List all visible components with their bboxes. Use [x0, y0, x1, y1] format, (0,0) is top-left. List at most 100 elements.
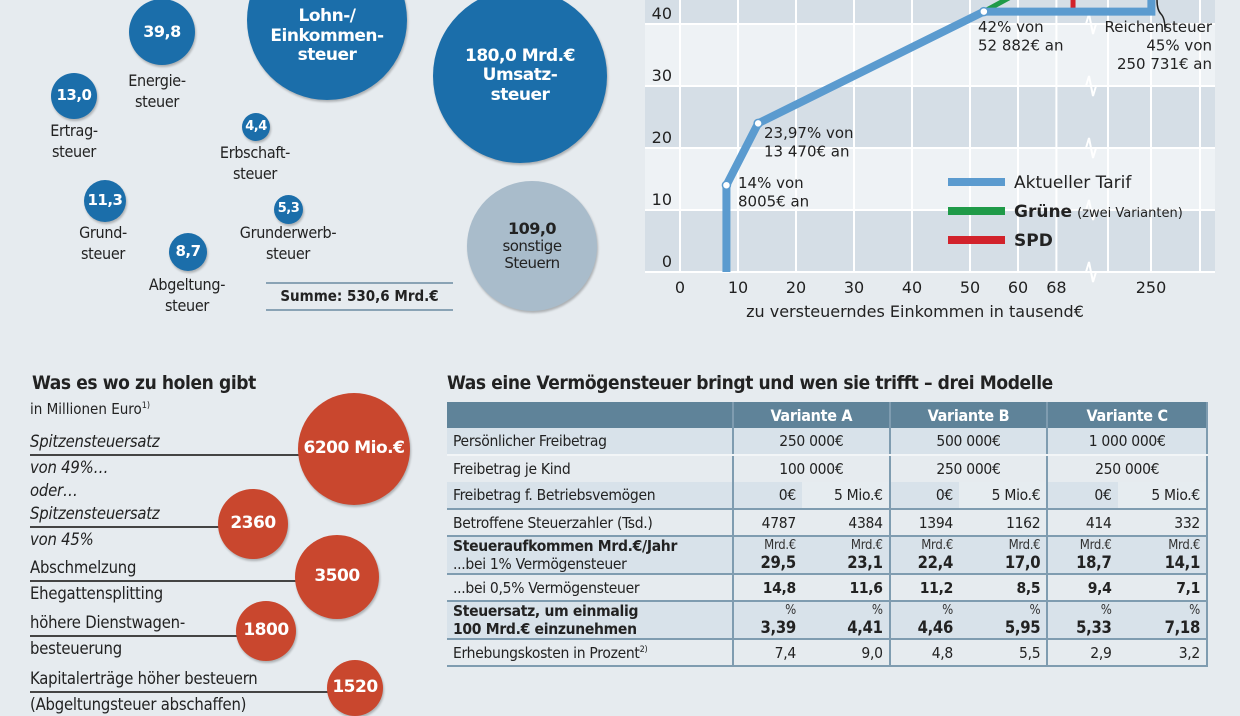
sum-total: Summe: 530,6 Mrd.€: [266, 282, 453, 311]
table-cell: 8,5: [959, 574, 1049, 602]
table-cell: 4787: [733, 509, 802, 537]
table-cell: 500 000€: [889, 428, 1049, 456]
row-label: Erhebungskosten in Prozent2): [447, 639, 734, 667]
header-variant: Variante A: [733, 402, 891, 428]
x-tick-label: 250: [1136, 278, 1167, 297]
potential-item: Spitzensteuersatz von 45%: [30, 502, 230, 551]
table-cell: 14,8: [733, 574, 802, 602]
potential-value-bubble: 6200 Mio.€: [298, 393, 410, 505]
table-cell: Mrd.€ 22,4: [889, 536, 959, 575]
bubble-label: Energie-steuer: [128, 71, 186, 111]
table-cell: 11,2: [889, 574, 959, 602]
table-cell: Mrd.€ 23,1: [801, 536, 891, 575]
potential-item: Spitzensteuersatz von 49%… oder…: [30, 430, 310, 502]
bubble-label: Abgeltung-steuer: [148, 275, 226, 315]
annotation-text: 8005€ an: [738, 193, 809, 211]
table-cell: 250 000€: [1047, 455, 1208, 482]
plot-band: [645, 86, 1215, 148]
table-cell: 414: [1047, 509, 1118, 537]
table-cell: 0€: [889, 482, 959, 510]
table-cell: 11,6: [801, 574, 891, 602]
x-tick-label: 30: [844, 278, 864, 297]
table-cell: 5 Mio.€: [801, 482, 891, 510]
bubble-abgeltungsteuer: 8,7: [169, 233, 207, 271]
annotation-text: Reichensteuer: [1105, 18, 1213, 36]
legend-label: Aktueller Tarif: [1014, 173, 1132, 193]
table-cell: 5,5: [959, 639, 1049, 667]
table-cell: Mrd.€ 18,7: [1047, 536, 1118, 575]
annotation-text: 52 882€ an: [978, 37, 1064, 55]
bubble-label: Grunderwerb-steuer: [239, 223, 337, 263]
table-cell: Mrd.€ 14,1: [1117, 536, 1209, 575]
breakpoint-marker: [721, 180, 732, 190]
table-cell: 5 Mio.€: [959, 482, 1049, 510]
annotation-text: 45% von: [1146, 37, 1212, 55]
x-tick-label: 0: [675, 278, 685, 297]
row-label: Freibetrag f. Betriebsvemögen: [447, 482, 734, 510]
x-tick-label: 10: [728, 278, 748, 297]
table-cell: 7,1: [1117, 574, 1209, 602]
axis-break-icon: [1085, 137, 1097, 159]
table-cell: 100 000€: [733, 455, 891, 482]
breakpoint-marker: [753, 118, 763, 129]
x-tick-label: 60: [1008, 278, 1028, 297]
table-cell: % 3,39: [733, 601, 802, 640]
bubble-energiesteuer: 39,8: [129, 0, 195, 65]
table-cell: 0€: [1047, 482, 1118, 510]
header-blank: [447, 402, 734, 428]
row-label: Betroffene Steuerzahler (Tsd.): [447, 509, 734, 537]
table-row: ...bei 0,5% Vermögensteuer 14,8 11,6 11,2 8,…: [447, 574, 1209, 602]
legend-label: SPD: [1014, 231, 1053, 251]
table-cell: Mrd.€ 17,0: [959, 536, 1049, 575]
x-axis-title: zu versteuerndes Einkommen in tausend€: [746, 302, 1084, 321]
table-row: Betroffene Steuerzahler (Tsd.) 4787 4384 13…: [447, 509, 1209, 537]
bubble-value: 39,8: [143, 21, 181, 41]
axis-break-icon: [1085, 13, 1097, 35]
bubble-grunderwerbsteuer: 5,3: [274, 195, 303, 224]
row-label: ...bei 0,5% Vermögensteuer: [447, 574, 734, 602]
wealth-tax-title: Was eine Vermögensteuer bringt und wen s…: [447, 372, 1053, 394]
axis-break-icon: [1085, 199, 1097, 221]
table-cell: 9,4: [1047, 574, 1118, 602]
table-cell: 1 000 000€: [1047, 428, 1208, 456]
table-cell: 3,2: [1117, 639, 1209, 667]
table-cell: 5 Mio.€: [1117, 482, 1209, 510]
potential-item: höhere Dienstwagen-besteuerung: [30, 611, 245, 660]
potential-value-bubble: 3500: [295, 535, 379, 619]
wealth-tax-table: Variante A Variante B Variante C Persönlich…: [447, 402, 1209, 667]
table-cell: % 5,95: [959, 601, 1049, 640]
bubble-sonstige-steuern: 109,0 sonstige Steuern: [467, 181, 597, 311]
table-cell: % 5,33: [1047, 601, 1118, 640]
table-row: Freibetrag f. Betriebsvemögen 0€ 5 Mio.€ 0€…: [447, 482, 1209, 510]
table-cell: 250 000€: [733, 428, 891, 456]
y-tick-label: 40: [652, 4, 672, 23]
legend-swatch: [948, 207, 1005, 215]
table-cell: 9,0: [801, 639, 891, 667]
bubble-erbschaftsteuer: 4,4: [242, 113, 270, 141]
bubble-ertragsteuer: 13,0: [51, 73, 97, 119]
table-row: Steuersatz, um einmalig 100 Mrd.€ einzune…: [447, 601, 1209, 640]
potential-value-bubble: 1520: [327, 660, 383, 716]
series-line-aktuellertarif: [722, 0, 1156, 272]
legend-label: Grüne (zwei Varianten): [1014, 202, 1183, 222]
annotation-text: 23,97% von: [764, 124, 854, 142]
table-cell: 332: [1117, 509, 1209, 537]
table-cell: 7,4: [733, 639, 802, 667]
table-cell: % 4,41: [801, 601, 891, 640]
annotation-leader: [1156, 0, 1166, 31]
table-cell: 4,8: [889, 639, 959, 667]
y-tick-label: 10: [652, 190, 672, 209]
potential-item: Kapitalerträge höher besteuern (Abgeltung…: [30, 667, 335, 716]
table-cell: 0€: [733, 482, 802, 510]
table-cell: % 4,46: [889, 601, 959, 640]
table-cell: 250 000€: [889, 455, 1049, 482]
plot-band: [645, 210, 1215, 272]
y-tick-label: 30: [652, 66, 672, 85]
legend-swatch: [948, 178, 1005, 186]
row-label: Steuersatz, um einmalig 100 Mrd.€ einzune…: [447, 601, 734, 640]
row-label: Persönlicher Freibetrag: [447, 428, 734, 456]
x-tick-label: 50: [960, 278, 980, 297]
bubble-umsatzsteuer: 180,0 Mrd.€ Umsatz-steuer: [433, 0, 607, 163]
breakpoint-marker: [979, 6, 989, 17]
bubble-label: Grund-steuer: [79, 223, 127, 263]
